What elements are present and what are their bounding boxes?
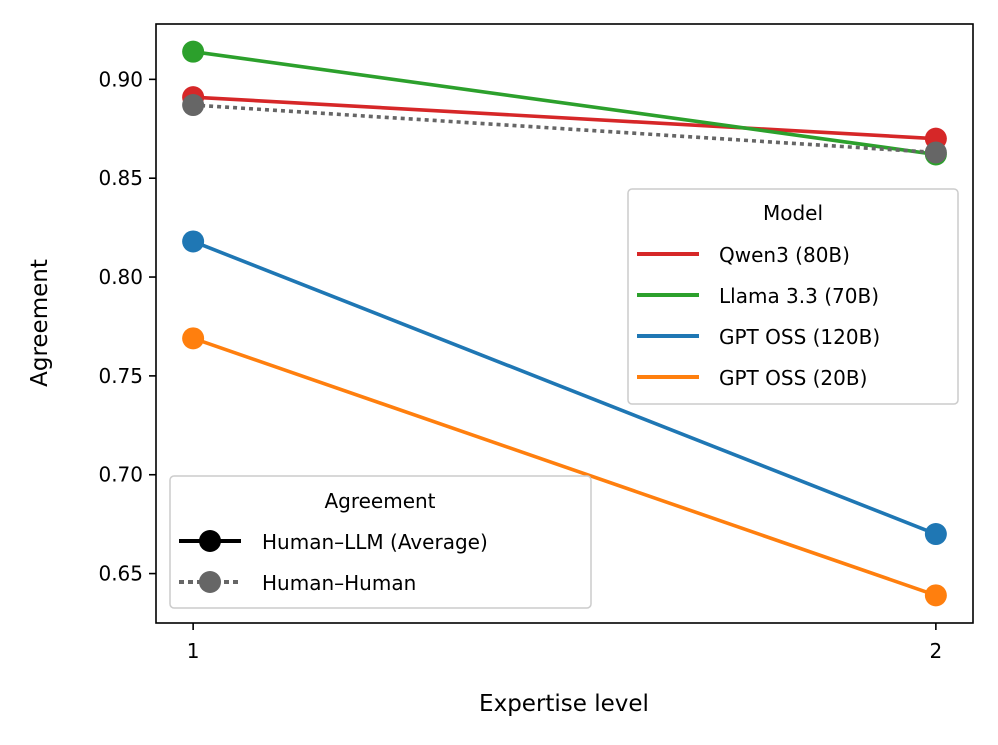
legend-model: Model Qwen3 (80B) Llama 3.3 (70B) GPT OSS … [627, 188, 959, 405]
legend-model-label: GPT OSS (20B) [719, 366, 867, 390]
legend-agreement-title: Agreement [324, 489, 435, 513]
legend-agreement-label: Human–LLM (Average) [262, 530, 488, 554]
plot-lines [182, 40, 947, 607]
legend-model-title: Model [763, 201, 823, 225]
y-tick-label: 0.85 [98, 166, 143, 190]
data-point [924, 584, 947, 607]
data-point [924, 523, 947, 546]
data-point [924, 141, 947, 164]
y-tick-label: 0.75 [98, 364, 143, 388]
legend-model-label: GPT OSS (120B) [719, 325, 880, 349]
y-tick-label: 0.80 [98, 265, 143, 289]
series-line [192, 239, 937, 536]
legend-agreement-marker [199, 571, 221, 593]
legend-agreement-label: Human–Human [262, 571, 416, 595]
legend-model-label: Llama 3.3 (70B) [719, 284, 879, 308]
data-point [182, 230, 205, 253]
series-line [192, 336, 937, 598]
x-axis-label: Expertise level [479, 691, 649, 717]
series-line [192, 49, 937, 157]
data-point [182, 94, 205, 117]
plot-frame [155, 23, 974, 624]
y-ticks: 0.65 0.70 0.75 0.80 0.85 0.90 [98, 67, 156, 586]
x-tick-label: 1 [187, 639, 200, 663]
data-point [182, 40, 205, 63]
y-tick-label: 0.65 [98, 562, 143, 586]
legend-agreement: Agreement Human–LLM (Average) Human–Human [169, 475, 592, 609]
y-tick-label: 0.90 [98, 67, 143, 91]
x-tick-label: 2 [929, 639, 942, 663]
legend-model-box [627, 188, 959, 405]
legend-agreement-box [169, 475, 592, 609]
legend-agreement-marker [199, 530, 221, 552]
series-line [193, 95, 936, 141]
legend-model-label: Qwen3 (80B) [719, 243, 850, 267]
y-tick-label: 0.70 [98, 463, 143, 487]
y-axis-label: Agreement [27, 259, 53, 387]
data-point [182, 327, 205, 350]
